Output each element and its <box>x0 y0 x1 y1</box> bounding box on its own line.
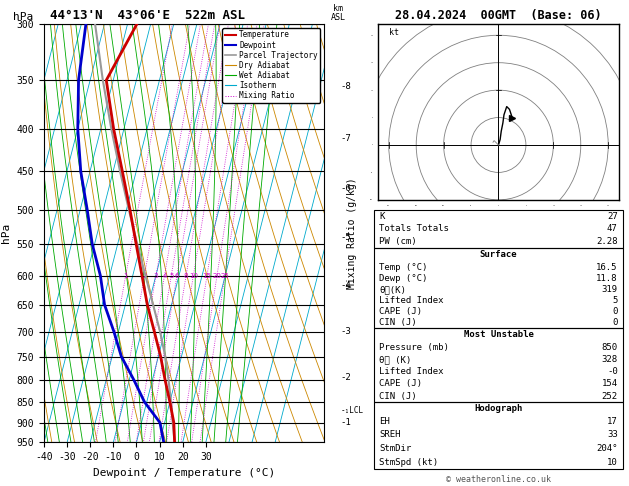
Text: Lifted Index: Lifted Index <box>379 296 443 305</box>
Text: 2: 2 <box>142 273 147 278</box>
Text: θᴇ (K): θᴇ (K) <box>379 355 411 364</box>
Text: Lifted Index: Lifted Index <box>379 367 443 376</box>
Text: 204°: 204° <box>596 444 618 453</box>
Text: 5: 5 <box>169 273 174 278</box>
Text: 28.04.2024  00GMT  (Base: 06): 28.04.2024 00GMT (Base: 06) <box>395 9 602 22</box>
Text: Mixing Ratio (g/kg): Mixing Ratio (g/kg) <box>347 177 357 289</box>
Text: 2.28: 2.28 <box>596 237 618 246</box>
Text: km
ASL: km ASL <box>331 4 345 22</box>
Text: 328: 328 <box>601 355 618 364</box>
Text: 0: 0 <box>613 307 618 316</box>
Text: -6: -6 <box>340 184 351 193</box>
Text: 47: 47 <box>607 225 618 233</box>
Text: StmSpd (kt): StmSpd (kt) <box>379 458 438 467</box>
Text: Most Unstable: Most Unstable <box>464 330 533 339</box>
Text: hPa: hPa <box>13 12 33 22</box>
Text: CAPE (J): CAPE (J) <box>379 380 422 388</box>
Text: EH: EH <box>379 417 390 426</box>
Bar <box>374 247 623 328</box>
Text: K: K <box>379 212 384 221</box>
Text: StmDir: StmDir <box>379 444 411 453</box>
Text: Totals Totals: Totals Totals <box>379 225 449 233</box>
Text: Pressure (mb): Pressure (mb) <box>379 343 449 352</box>
Legend: Temperature, Dewpoint, Parcel Trajectory, Dry Adiabat, Wet Adiabat, Isotherm, Mi: Temperature, Dewpoint, Parcel Trajectory… <box>223 28 320 103</box>
Text: -5: -5 <box>340 233 351 242</box>
Text: 10: 10 <box>607 458 618 467</box>
Bar <box>374 402 623 469</box>
Text: 44°13'N  43°06'E  522m ASL: 44°13'N 43°06'E 522m ASL <box>50 9 245 22</box>
Text: 6: 6 <box>175 273 179 278</box>
Text: 16.5: 16.5 <box>596 263 618 272</box>
Text: SREH: SREH <box>379 430 401 439</box>
Text: Hodograph: Hodograph <box>474 404 523 413</box>
Text: Temp (°C): Temp (°C) <box>379 263 428 272</box>
X-axis label: Dewpoint / Temperature (°C): Dewpoint / Temperature (°C) <box>93 468 275 478</box>
Text: Surface: Surface <box>480 250 517 260</box>
Text: CIN (J): CIN (J) <box>379 318 417 327</box>
Text: 33: 33 <box>607 430 618 439</box>
Text: -0: -0 <box>607 367 618 376</box>
Text: -1: -1 <box>340 418 351 427</box>
Text: 252: 252 <box>601 392 618 400</box>
Text: 20: 20 <box>213 273 221 278</box>
Text: PW (cm): PW (cm) <box>379 237 417 246</box>
Text: 154: 154 <box>601 380 618 388</box>
Text: 27: 27 <box>607 212 618 221</box>
Text: © weatheronline.co.uk: © weatheronline.co.uk <box>446 474 551 484</box>
Text: 1: 1 <box>123 273 128 278</box>
Text: 0: 0 <box>613 318 618 327</box>
Text: -4: -4 <box>340 281 351 290</box>
Text: 3: 3 <box>153 273 159 278</box>
Bar <box>374 328 623 402</box>
Text: 25: 25 <box>221 273 229 278</box>
Text: 8: 8 <box>184 273 188 278</box>
Text: CAPE (J): CAPE (J) <box>379 307 422 316</box>
Text: -₁LCL: -₁LCL <box>340 406 364 415</box>
Text: Dewp (°C): Dewp (°C) <box>379 274 428 283</box>
Text: 850: 850 <box>601 343 618 352</box>
Text: 17: 17 <box>607 417 618 426</box>
Text: 10: 10 <box>189 273 198 278</box>
Bar <box>374 210 623 247</box>
Text: -2: -2 <box>340 373 351 382</box>
Text: 15: 15 <box>203 273 211 278</box>
Text: 4: 4 <box>162 273 167 278</box>
Text: 11.8: 11.8 <box>596 274 618 283</box>
Text: θᴇ(K): θᴇ(K) <box>379 285 406 294</box>
Text: 319: 319 <box>601 285 618 294</box>
Text: -8: -8 <box>340 82 351 91</box>
Y-axis label: hPa: hPa <box>1 223 11 243</box>
Text: CIN (J): CIN (J) <box>379 392 417 400</box>
Text: kt: kt <box>389 28 399 37</box>
Text: 5: 5 <box>613 296 618 305</box>
Text: -7: -7 <box>340 134 351 143</box>
Text: -3: -3 <box>340 327 351 336</box>
